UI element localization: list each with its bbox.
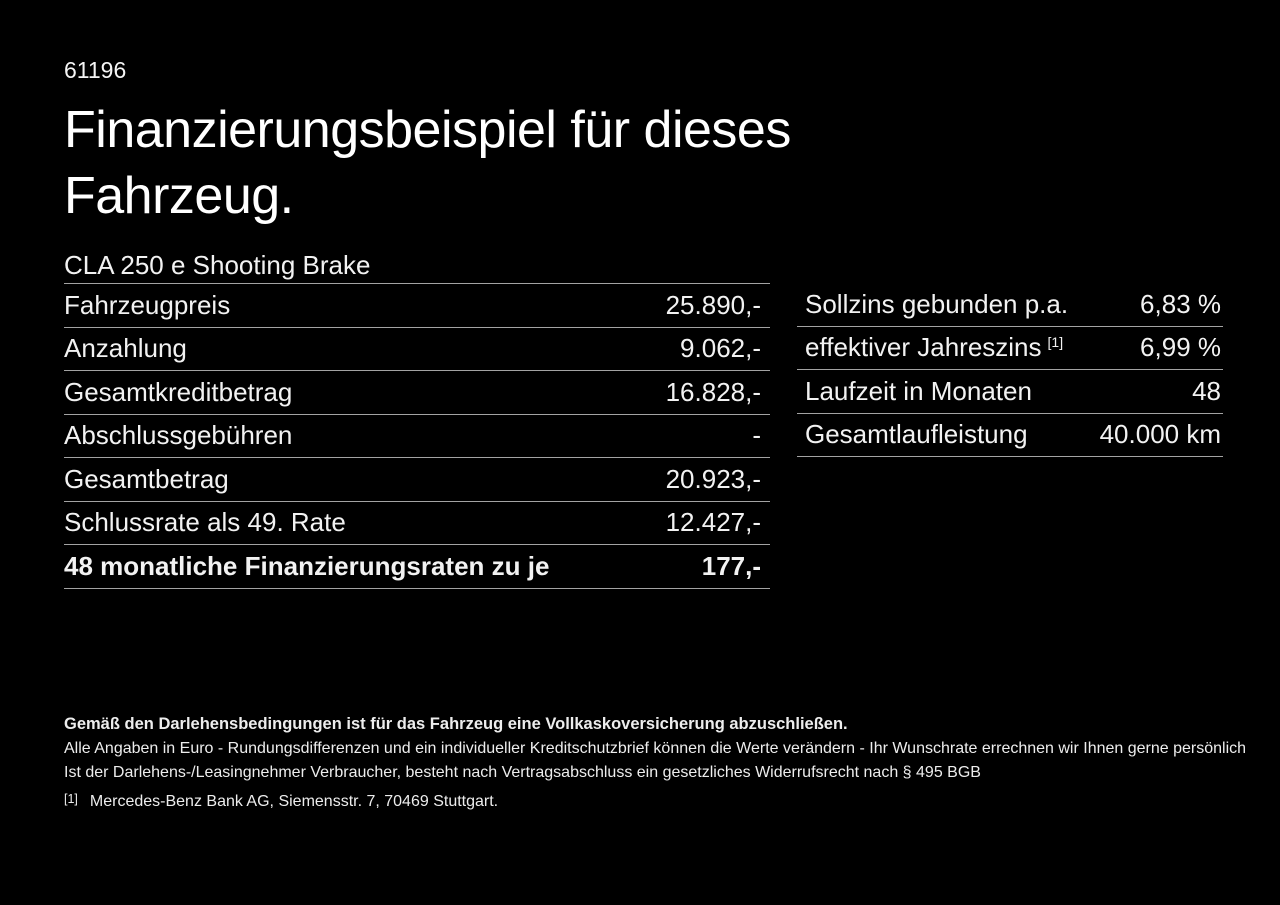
footnote-marker: [1] <box>64 792 78 806</box>
page-title-line2: Fahrzeug. <box>64 167 294 225</box>
table-row-sollzins: Sollzins gebunden p.a. 6,83 % <box>797 283 1223 327</box>
row-label: Schlussrate als 49. Rate <box>64 507 346 538</box>
page-title-line1: Finanzierungsbeispiel für dieses <box>64 101 791 159</box>
row-label-text: effektiver Jahreszins <box>805 332 1042 363</box>
row-label: Abschlussgebühren <box>64 420 293 451</box>
row-label: Gesamtlaufleistung <box>805 419 1028 450</box>
financing-table-right: Sollzins gebunden p.a. 6,83 % effektiver… <box>797 283 1223 457</box>
table-row-gesamtkreditbetrag: Gesamtkreditbetrag 16.828,- <box>64 371 770 415</box>
table-row-gesamtlaufleistung: Gesamtlaufleistung 40.000 km <box>797 414 1223 457</box>
row-value: 12.427,- <box>665 507 761 538</box>
document-number: 61196 <box>64 57 127 83</box>
row-value: 9.062,- <box>680 333 761 364</box>
footnote-text: Mercedes-Benz Bank AG, Siemensstr. 7, 70… <box>89 793 499 810</box>
row-label: Gesamtbetrag <box>64 463 229 494</box>
table-row-fahrzeugpreis: Fahrzeugpreis 25.890,- <box>64 284 770 328</box>
vehicle-name: CLA 250 e Shooting Brake <box>64 250 371 280</box>
row-value: 177,- <box>701 550 761 581</box>
disclaimer-note-1: Alle Angaben in Euro - Rundungsdifferenz… <box>64 740 1247 757</box>
row-value: 20.923,- <box>665 463 761 494</box>
row-value: 16.828,- <box>665 376 761 407</box>
footnote-reference: [1] <box>1047 334 1064 351</box>
table-row-abschlussgebuehren: Abschlussgebühren - <box>64 415 770 458</box>
footnote: [1] Mercedes-Benz Bank AG, Siemensstr. 7,… <box>64 789 498 812</box>
row-value: - <box>752 420 761 451</box>
row-label: effektiver Jahreszins [1] <box>797 332 1063 363</box>
financing-table-left: Fahrzeugpreis 25.890,- Anzahlung 9.062,-… <box>64 283 770 589</box>
row-label: Anzahlung <box>64 333 187 364</box>
table-row-laufzeit: Laufzeit in Monaten 48 <box>797 370 1223 414</box>
page-title: Finanzierungsbeispiel für dieses Fahrzeug… <box>64 97 791 229</box>
row-value: 48 <box>1192 375 1221 406</box>
table-row-anzahlung: Anzahlung 9.062,- <box>64 328 770 371</box>
row-label: Laufzeit in Monaten <box>805 375 1032 406</box>
disclaimer-note-2: Ist der Darlehens-/Leasingnehmer Verbrau… <box>64 764 981 781</box>
table-row-monatsraten: 48 monatliche Finanzierungsraten zu je 1… <box>64 545 770 589</box>
row-label: 48 monatliche Finanzierungsraten zu je <box>64 550 550 581</box>
row-value: 40.000 km <box>1099 419 1221 450</box>
row-value: 6,83 % <box>1140 288 1221 319</box>
table-row-gesamtbetrag: Gesamtbetrag 20.923,- <box>64 458 770 502</box>
table-row-effektiver-jahreszins: effektiver Jahreszins [1] 6,99 % <box>797 327 1223 370</box>
row-value: 25.890,- <box>665 289 761 320</box>
row-label: Gesamtkreditbetrag <box>64 376 293 407</box>
row-label: Sollzins gebunden p.a. <box>805 288 1069 319</box>
row-value: 6,99 % <box>1140 332 1221 363</box>
table-row-schlussrate: Schlussrate als 49. Rate 12.427,- <box>64 502 770 545</box>
insurance-note: Gemäß den Darlehensbedingungen ist für d… <box>64 715 848 733</box>
row-label: Fahrzeugpreis <box>64 289 231 320</box>
